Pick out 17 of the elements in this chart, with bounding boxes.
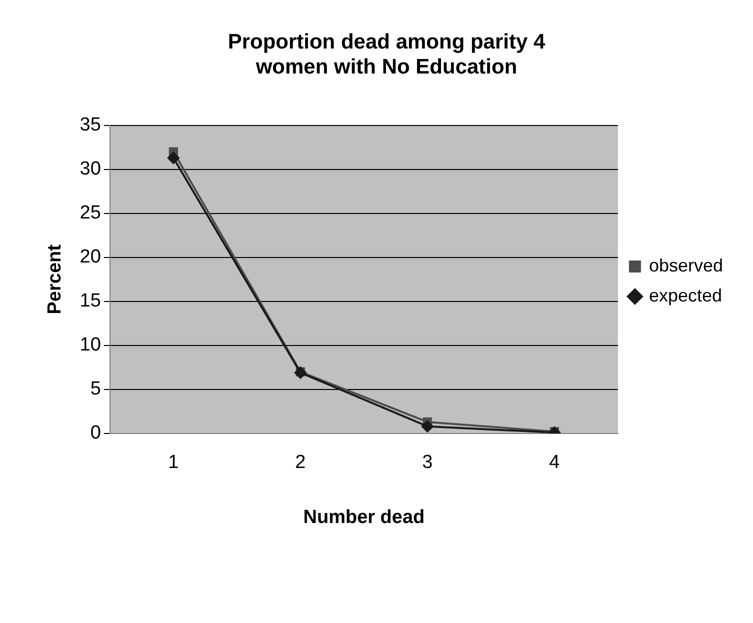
y-tick-label: 15: [80, 290, 101, 312]
x-tick-label: 3: [422, 452, 433, 474]
y-tick-label: 10: [80, 334, 101, 356]
legend-label: observed: [648, 255, 724, 276]
y-tick-label: 30: [80, 158, 101, 180]
y-tick-label: 0: [90, 422, 101, 444]
y-tick-label: 35: [80, 114, 101, 136]
x-tick-label: 4: [549, 452, 560, 474]
y-axis-title: Percent: [44, 244, 66, 314]
y-tick-label: 20: [80, 246, 101, 268]
legend-label: expected: [648, 285, 722, 306]
x-axis-title: Number dead: [303, 506, 425, 528]
x-tick-label: 2: [295, 452, 306, 474]
chart-title: Proportion dead among parity 4 women with No Education: [228, 30, 546, 79]
x-tick-label: 1: [168, 452, 179, 474]
y-tick-label: 5: [90, 378, 101, 400]
y-tick-label: 25: [80, 202, 101, 224]
